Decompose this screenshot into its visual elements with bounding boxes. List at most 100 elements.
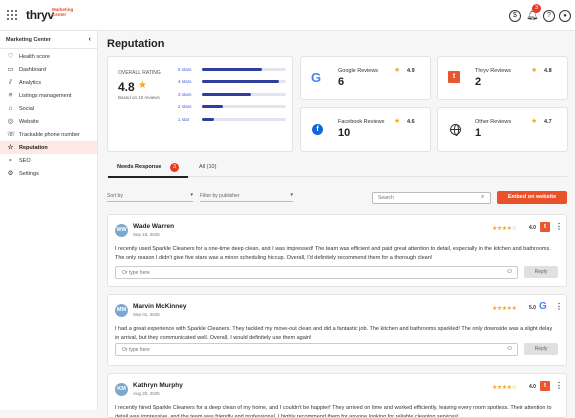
rating-distribution-label[interactable]: 2 stars (178, 104, 192, 109)
review-text: I recently used Sparkle Cleaners for a o… (115, 246, 551, 261)
filter-publisher-label: Filter by publisher (200, 193, 240, 199)
review-rating: 4.0 (529, 225, 536, 231)
sidebar-item-reputation[interactable]: ☆ Reputation (0, 141, 97, 154)
sidebar-item-label: Health score (19, 53, 50, 60)
filter-publisher-dropdown[interactable]: Filter by publisher ▾ (200, 190, 293, 202)
rating-distribution-bar (202, 105, 286, 108)
app-grid-icon[interactable] (7, 10, 17, 20)
active-tab-indicator (108, 176, 188, 178)
more-options-icon[interactable]: ⋮ (555, 381, 563, 390)
emoji-icon[interactable]: ☺ (506, 268, 514, 275)
tab-needs-response[interactable]: Needs Response (117, 164, 162, 170)
chevron-left-icon[interactable]: ‹ (88, 36, 91, 43)
sidebar-item-settings[interactable]: ⚙ Settings (0, 167, 97, 180)
search-input[interactable] (372, 192, 491, 204)
sidebar-item-website[interactable]: ◎ Website (0, 115, 97, 128)
sidebar-item-social[interactable]: ⌂ Social (0, 102, 97, 115)
more-options-icon[interactable]: ⋮ (555, 222, 563, 231)
source-rating: 4.9 (407, 68, 415, 74)
rating-distribution-label[interactable]: 1 star (178, 116, 190, 122)
currency-icon[interactable]: $ (509, 10, 521, 22)
avatar: MM (115, 304, 128, 317)
sidebar-item-trackable-phone-number[interactable]: ☏ Trackable phone number (0, 128, 97, 141)
sidebar-item-label: SEO (19, 157, 31, 164)
sort-by-dropdown[interactable]: Sort by ▾ (107, 190, 193, 202)
rating-distribution-row[interactable]: 1 star (178, 115, 286, 123)
bell-icon[interactable]: 🔔︎ (526, 10, 539, 21)
rating-distribution-row[interactable]: 3 stars (178, 90, 286, 98)
reply-input[interactable] (115, 343, 518, 356)
review-date: Sep 01, 2025 (133, 312, 160, 317)
source-count: 1 (475, 127, 482, 139)
sidebar-item-label: Reputation (19, 144, 48, 151)
source-card-thryv[interactable] (437, 56, 568, 100)
star-icon: ★ (394, 67, 401, 74)
sidebar-item-label: Listings management (19, 92, 72, 99)
tab-all[interactable]: All (10) (199, 164, 217, 170)
sidebar-item-listings-management[interactable]: ≡ Listings management (0, 89, 97, 102)
gear-icon: ⚙ (7, 170, 14, 177)
rating-distribution-bar (202, 67, 286, 71)
brand-sub: Marketing Center (52, 7, 74, 17)
sidebar: Marketing Center ‹ ♡ Health score ▭ Dashboa… (0, 31, 98, 410)
more-options-icon[interactable]: ⋮ (555, 302, 563, 311)
source-rating: 4.8 (544, 68, 552, 74)
review-stars: ★★★★☆ (492, 385, 517, 391)
phone-icon: ☏ (7, 131, 16, 138)
heart-icon: ♡ (7, 53, 14, 60)
rating-distribution-fill (202, 92, 251, 96)
review-text: I had a great experience with Sparkle Cl… (115, 326, 553, 341)
google-icon: G (539, 301, 547, 312)
sidebar-item-seo[interactable]: ⌕ SEO (0, 154, 97, 167)
review-card: KM Kathryn Murphy Aug 20, 2025 ★★★★☆ 4.0… (107, 373, 567, 418)
seo-icon: ⌕ (8, 157, 13, 164)
sidebar-item-health-score[interactable]: ♡ Health score (0, 50, 97, 63)
source-count: 2 (475, 76, 482, 88)
review-stars: ★★★★★ (492, 306, 517, 312)
rating-distribution-row[interactable]: 2 stars (178, 103, 286, 111)
source-name: Google Reviews (338, 68, 379, 74)
embed-on-website-button[interactable]: Embed on website (497, 191, 567, 204)
reply-input[interactable] (115, 266, 518, 279)
rating-distribution-bar (202, 117, 286, 121)
review-tabs (107, 159, 567, 177)
avatar: WW (115, 224, 128, 237)
help-icon[interactable]: ? (543, 10, 555, 22)
source-rating: 4.7 (544, 119, 552, 125)
rating-distribution-bar (202, 80, 286, 83)
rating-distribution-row[interactable]: 4 stars (178, 78, 286, 86)
source-card-google[interactable] (300, 56, 431, 100)
source-name: Facebook Reviews (338, 119, 385, 125)
review-card: WW Wade Warren Sep 16, 2025 ★★★★☆ 4.0 t … (107, 214, 567, 287)
top-bar: thryv Marketing Center $ 🔔︎ 3 ? ● (0, 0, 575, 31)
rating-distribution-label[interactable]: 4 stars (178, 79, 192, 84)
source-name: Other Reviews (475, 119, 512, 125)
source-rating: 4.6 (407, 119, 415, 125)
search-icon: ⌕ (481, 194, 485, 200)
emoji-icon[interactable]: ☺ (506, 345, 514, 352)
reply-button[interactable]: Reply (524, 343, 558, 355)
star-icon: ★ (531, 67, 538, 74)
review-stars: ★★★★☆ (492, 226, 517, 232)
rating-distribution-label[interactable]: 5 stars (178, 66, 192, 72)
globe-icon (450, 124, 461, 136)
review-text: I recently hired Sparkle Cleaners for a … (115, 405, 552, 418)
user-icon[interactable]: ● (559, 10, 571, 22)
brand-logo: thryv (26, 8, 54, 22)
rating-distribution-fill (202, 67, 263, 71)
rating-distribution-row[interactable]: 5 stars (178, 65, 286, 73)
star-icon: ★ (394, 118, 401, 125)
star-icon: ★ (138, 80, 147, 91)
sidebar-item-dashboard[interactable]: ▭ Dashboard (0, 63, 97, 76)
facebook-icon: f (312, 124, 323, 135)
overall-rating-value: 4.8 (118, 80, 135, 94)
reply-button[interactable]: Reply (524, 266, 558, 278)
source-count: 10 (338, 127, 351, 139)
sidebar-header: Marketing Center ‹ (0, 31, 97, 49)
sidebar-item-analytics[interactable]: ⫽ Analytics (0, 76, 97, 89)
review-card: MM Marvin McKinney Sep 01, 2025 ★★★★★ 5.… (107, 294, 567, 366)
rating-distribution-label[interactable]: 3 stars (178, 91, 192, 97)
sort-by-label: Sort by (107, 193, 123, 199)
chevron-down-icon: ▾ (290, 192, 293, 198)
star-icon: ☆ (7, 144, 14, 151)
